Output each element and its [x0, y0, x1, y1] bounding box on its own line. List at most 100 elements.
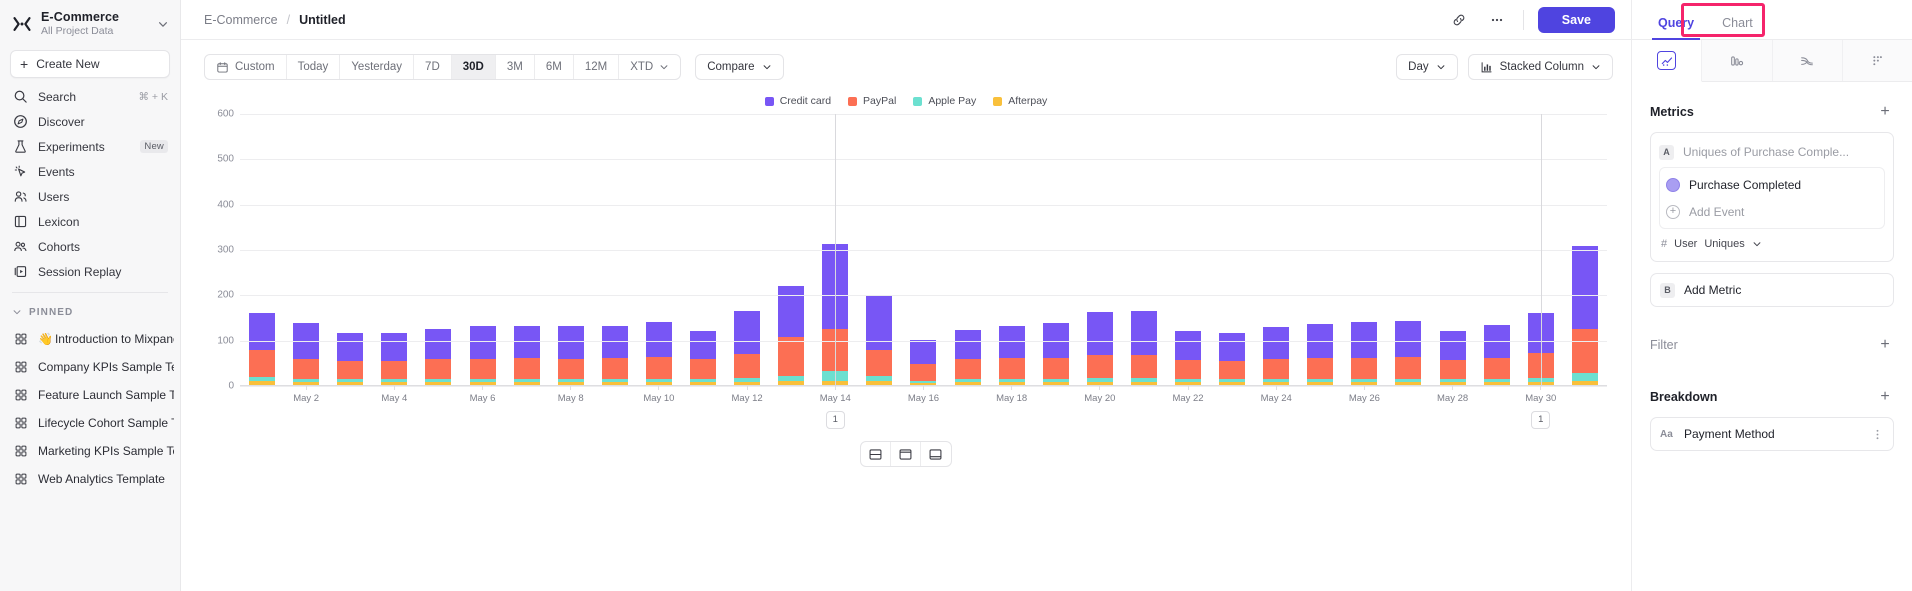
- date-range-7d[interactable]: 7D: [414, 55, 452, 79]
- bar-segment[interactable]: [1219, 360, 1246, 379]
- bar-segment[interactable]: [866, 376, 893, 382]
- bar-segment[interactable]: [822, 243, 849, 329]
- bar-segment[interactable]: [689, 330, 716, 359]
- bar-segment[interactable]: [734, 377, 761, 383]
- bar-segment[interactable]: [1219, 333, 1246, 361]
- legend-item[interactable]: PayPal: [848, 95, 896, 107]
- layout-split-horizontal-icon[interactable]: [861, 442, 891, 466]
- pinned-section-header[interactable]: PINNED: [0, 299, 180, 325]
- bar-segment[interactable]: [1263, 327, 1290, 359]
- bar-column[interactable]: [1563, 114, 1607, 386]
- chart-type-selector[interactable]: Stacked Column: [1467, 54, 1613, 80]
- bar-segment[interactable]: [249, 313, 276, 350]
- bar-segment[interactable]: [425, 358, 452, 379]
- bar-segment[interactable]: [1175, 330, 1202, 360]
- bar-column[interactable]: [901, 114, 945, 386]
- bar-column[interactable]: [549, 114, 593, 386]
- add-metric-plus-icon[interactable]: +: [1880, 103, 1890, 120]
- bar-segment[interactable]: [469, 382, 496, 386]
- date-range-3m[interactable]: 3M: [496, 55, 535, 79]
- bar-segment[interactable]: [293, 378, 320, 383]
- sidebar-pinned-item[interactable]: Web Analytics Template: [6, 465, 174, 493]
- bar-segment[interactable]: [1307, 378, 1334, 383]
- bar-segment[interactable]: [1571, 246, 1598, 329]
- bar-segment[interactable]: [822, 328, 849, 371]
- bar-column[interactable]: [328, 114, 372, 386]
- create-new-button[interactable]: + Create New: [10, 50, 170, 78]
- compare-button[interactable]: Compare: [695, 54, 784, 80]
- bar-column[interactable]: [1166, 114, 1210, 386]
- bar-segment[interactable]: [1483, 382, 1510, 386]
- add-breakdown-plus-icon[interactable]: +: [1880, 388, 1890, 405]
- bar-column[interactable]: [372, 114, 416, 386]
- bar-segment[interactable]: [425, 378, 452, 383]
- bar-segment[interactable]: [1571, 381, 1598, 386]
- bar-segment[interactable]: [954, 382, 981, 386]
- bar-segment[interactable]: [954, 358, 981, 379]
- bar-segment[interactable]: [1307, 357, 1334, 379]
- bar-segment[interactable]: [866, 349, 893, 377]
- bar-segment[interactable]: [1527, 313, 1554, 354]
- measurement-selector[interactable]: # User Uniques: [1659, 233, 1885, 255]
- bar-segment[interactable]: [1395, 357, 1422, 379]
- sidebar-item-cohorts[interactable]: Cohorts: [6, 234, 174, 259]
- date-range-xtd[interactable]: XTD: [619, 55, 680, 79]
- bar-segment[interactable]: [998, 357, 1025, 379]
- bar-segment[interactable]: [866, 381, 893, 386]
- bar-segment[interactable]: [778, 337, 805, 377]
- sidebar-pinned-item[interactable]: 👋 Introduction to Mixpanel Bo: [6, 325, 174, 353]
- bar-column[interactable]: [1431, 114, 1475, 386]
- date-range-12m[interactable]: 12M: [574, 55, 620, 79]
- sidebar-item-lexicon[interactable]: Lexicon: [6, 209, 174, 234]
- workspace-switcher[interactable]: E-Commerce All Project Data: [0, 0, 180, 48]
- sidebar-item-experiments[interactable]: Experiments New: [6, 134, 174, 159]
- bar-segment[interactable]: [1395, 378, 1422, 383]
- bar-segment[interactable]: [1571, 373, 1598, 382]
- tab-chart[interactable]: Chart: [1722, 16, 1753, 30]
- bar-segment[interactable]: [1130, 377, 1157, 383]
- bar-segment[interactable]: [469, 378, 496, 383]
- bar-segment[interactable]: [293, 382, 320, 386]
- bar-segment[interactable]: [513, 382, 540, 386]
- bar-segment[interactable]: [998, 378, 1025, 383]
- add-event-row[interactable]: + Add Event: [1666, 198, 1878, 225]
- bar-segment[interactable]: [1130, 355, 1157, 378]
- bar-segment[interactable]: [954, 329, 981, 359]
- mode-tab-flows[interactable]: [1772, 40, 1843, 81]
- bar-segment[interactable]: [910, 380, 937, 384]
- legend-item[interactable]: Apple Pay: [913, 95, 976, 107]
- bar-segment[interactable]: [1527, 377, 1554, 383]
- bar-segment[interactable]: [337, 360, 364, 379]
- bar-segment[interactable]: [645, 357, 672, 379]
- sidebar-item-users[interactable]: Users: [6, 184, 174, 209]
- metric-entry-row[interactable]: A Uniques of Purchase Comple...: [1659, 139, 1885, 165]
- date-range-custom[interactable]: Custom: [205, 55, 287, 79]
- bar-segment[interactable]: [513, 326, 540, 358]
- legend-item[interactable]: Credit card: [764, 95, 831, 107]
- bar-segment[interactable]: [1175, 382, 1202, 386]
- sidebar-pinned-item[interactable]: Lifecycle Cohort Sample Temp: [6, 409, 174, 437]
- granularity-selector[interactable]: Day: [1396, 54, 1458, 80]
- bar-segment[interactable]: [689, 358, 716, 379]
- sidebar-pinned-item[interactable]: Feature Launch Sample Templa: [6, 381, 174, 409]
- bar-segment[interactable]: [1086, 382, 1113, 386]
- bar-segment[interactable]: [1042, 378, 1069, 383]
- bar-segment[interactable]: [1263, 382, 1290, 386]
- bar-column[interactable]: [1386, 114, 1430, 386]
- sidebar-pinned-item[interactable]: Marketing KPIs Sample Templat: [6, 437, 174, 465]
- bar-segment[interactable]: [1219, 378, 1246, 383]
- bar-segment[interactable]: [822, 370, 849, 381]
- sidebar-item-search[interactable]: Search ⌘ + K: [6, 84, 174, 109]
- bar-segment[interactable]: [778, 381, 805, 386]
- bar-segment[interactable]: [425, 382, 452, 386]
- bar-segment[interactable]: [689, 378, 716, 383]
- bar-column[interactable]: [1342, 114, 1386, 386]
- bar-segment[interactable]: [557, 378, 584, 383]
- bar-segment[interactable]: [954, 378, 981, 383]
- bar-segment[interactable]: [778, 286, 805, 338]
- bar-column[interactable]: [681, 114, 725, 386]
- bar-column[interactable]: [725, 114, 769, 386]
- mode-tab-retention[interactable]: [1842, 40, 1912, 81]
- bar-segment[interactable]: [337, 382, 364, 386]
- page-title[interactable]: Untitled: [299, 12, 346, 27]
